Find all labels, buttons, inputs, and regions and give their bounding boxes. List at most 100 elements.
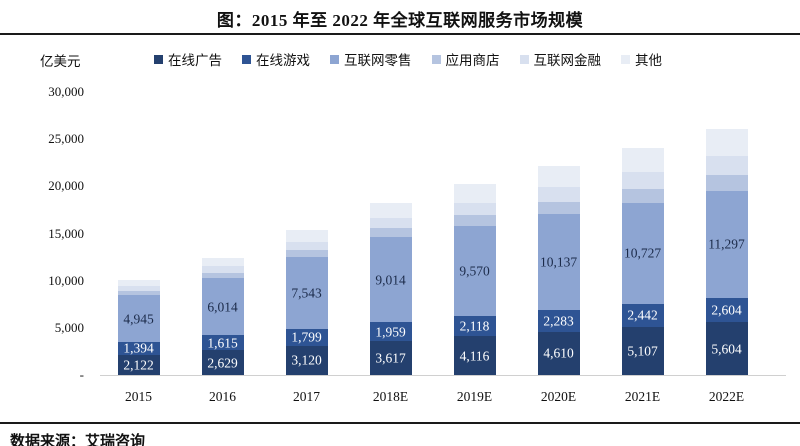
- x-axis-label-2018E: 2018E: [372, 389, 409, 404]
- bar-segment-应用商店: [537, 201, 580, 215]
- bar-segment-在线游戏: 1,799: [285, 328, 328, 346]
- segment-value-label: 2,604: [711, 302, 742, 318]
- bar-segment-在线广告: 2,629: [201, 350, 244, 375]
- bar-segment-其他: [369, 202, 412, 218]
- bar-2020E: 4,610 2,283 10,137: [537, 165, 580, 375]
- bar-segment-互联网金融: [285, 241, 328, 250]
- segment-value-label: 1,615: [207, 335, 238, 351]
- bar-segment-在线广告: 5,107: [621, 326, 664, 375]
- segment-value-label: 2,118: [459, 318, 490, 334]
- segment-value-label: 6,014: [207, 299, 238, 315]
- bar-2015: 2,122 1,394 4,945: [117, 279, 160, 375]
- segment-value-label: 9,570: [459, 263, 490, 279]
- bar-segment-在线广告: 3,120: [285, 345, 328, 375]
- bar-segment-其他: [537, 165, 580, 188]
- bar-segment-在线游戏: 2,283: [537, 309, 580, 332]
- y-axis-tick: -: [79, 367, 84, 382]
- segment-value-label: 2,122: [123, 357, 154, 373]
- bar-segment-应用商店: [285, 249, 328, 258]
- x-axis-line: [100, 375, 786, 376]
- segment-value-label: 1,394: [123, 340, 154, 356]
- bar-segment-在线游戏: 2,604: [705, 297, 748, 323]
- segment-value-label: 1,959: [375, 324, 406, 340]
- legend-label: 在线广告: [168, 53, 222, 68]
- bar-segment-其他: [621, 147, 664, 173]
- legend-item-3: 互联网零售: [330, 49, 412, 69]
- bar-segment-互联网零售: 4,945: [117, 295, 160, 342]
- legend-label: 互联网金融: [533, 53, 602, 68]
- bar-segment-应用商店: [453, 215, 496, 226]
- bar-2022E: 5,604 2,604 11,297: [705, 128, 748, 375]
- bar-segment-互联网金融: [621, 172, 664, 189]
- legend-item-2: 在线游戏: [242, 49, 310, 69]
- bar-segment-互联网零售: 9,570: [453, 225, 496, 317]
- bar-segment-互联网零售: 11,297: [705, 191, 748, 298]
- chart-legend: 在线广告 在线游戏 互联网零售 应用商店 互联网金融 其他: [154, 49, 662, 69]
- segment-value-label: 9,014: [375, 272, 406, 288]
- bar-segment-在线广告: 3,617: [369, 340, 412, 375]
- segment-value-label: 3,120: [291, 352, 322, 368]
- legend-swatch: [242, 54, 251, 64]
- segment-value-label: 3,617: [375, 350, 406, 366]
- y-axis-tick: 20,000: [48, 178, 84, 194]
- bar-segment-互联网零售: 10,727: [621, 202, 664, 304]
- bar-segment-其他: [705, 128, 748, 157]
- bar-segment-应用商店: [621, 188, 664, 203]
- legend-swatch: [330, 54, 339, 64]
- y-axis-tick: 10,000: [48, 272, 84, 288]
- segment-value-label: 4,116: [459, 348, 490, 364]
- bar-2017: 3,120 1,799 7,543: [285, 229, 328, 375]
- legend-label: 在线游戏: [256, 53, 310, 68]
- bar-segment-互联网零售: 7,543: [285, 257, 328, 329]
- legend-swatch: [431, 54, 441, 64]
- y-axis-unit-label: 亿美元: [40, 54, 81, 69]
- legend-item-1: 在线广告: [154, 49, 222, 69]
- bar-segment-在线游戏: 2,442: [621, 303, 664, 327]
- legend-item-6: 其他: [621, 49, 662, 69]
- bar-2019E: 4,116 2,118 9,570: [453, 184, 496, 375]
- bar-segment-应用商店: [201, 272, 244, 279]
- bar-segment-在线广告: 2,122: [117, 354, 160, 375]
- segment-value-label: 4,945: [123, 311, 154, 327]
- bar-segment-应用商店: [705, 174, 748, 192]
- bar-segment-应用商店: [369, 227, 412, 238]
- segment-value-label: 7,543: [291, 285, 322, 301]
- bar-segment-在线游戏: 1,959: [369, 322, 412, 341]
- segment-value-label: 4,610: [543, 345, 574, 361]
- top-divider: [0, 33, 800, 35]
- segment-value-label: 10,727: [623, 245, 662, 261]
- y-axis-tick: 30,000: [48, 84, 84, 99]
- bar-segment-在线游戏: 1,615: [201, 334, 244, 351]
- bar-segment-在线广告: 4,116: [453, 336, 496, 375]
- bar-segment-其他: [453, 184, 496, 203]
- bar-segment-互联网金融: [369, 217, 412, 228]
- x-axis-label-2017: 2017: [293, 389, 320, 404]
- x-axis-label-2015: 2015: [125, 389, 152, 404]
- bar-segment-应用商店: [117, 290, 160, 296]
- segment-value-label: 2,283: [543, 313, 574, 329]
- legend-swatch: [154, 54, 163, 64]
- bar-segment-互联网金融: [117, 286, 160, 291]
- y-axis-tick: 25,000: [48, 131, 84, 147]
- legend-swatch: [519, 54, 529, 64]
- segment-value-label: 1,799: [291, 329, 322, 345]
- bar-segment-在线广告: 4,610: [537, 331, 580, 375]
- bar-segment-在线游戏: 1,394: [117, 340, 160, 356]
- legend-item-4: 应用商店: [431, 49, 500, 69]
- segment-value-label: 5,107: [627, 343, 658, 359]
- bar-segment-在线游戏: 2,118: [453, 316, 496, 337]
- source-note: 数据来源：艾瑞咨询: [10, 434, 146, 446]
- bottom-divider: [0, 422, 800, 424]
- segment-value-label: 5,604: [711, 341, 742, 357]
- bar-segment-互联网零售: 10,137: [537, 214, 580, 310]
- bar-segment-在线广告: 5,604: [705, 322, 748, 375]
- segment-value-label: 2,629: [207, 355, 238, 371]
- bar-segment-互联网零售: 9,014: [369, 237, 412, 323]
- bar-segment-互联网金融: [537, 187, 580, 202]
- x-axis-label-2021E: 2021E: [624, 389, 661, 404]
- legend-swatch: [621, 54, 630, 64]
- x-axis-label-2016: 2016: [209, 389, 236, 404]
- x-axis-label-2019E: 2019E: [456, 389, 493, 404]
- bar-2021E: 5,107 2,442 10,727: [621, 147, 664, 375]
